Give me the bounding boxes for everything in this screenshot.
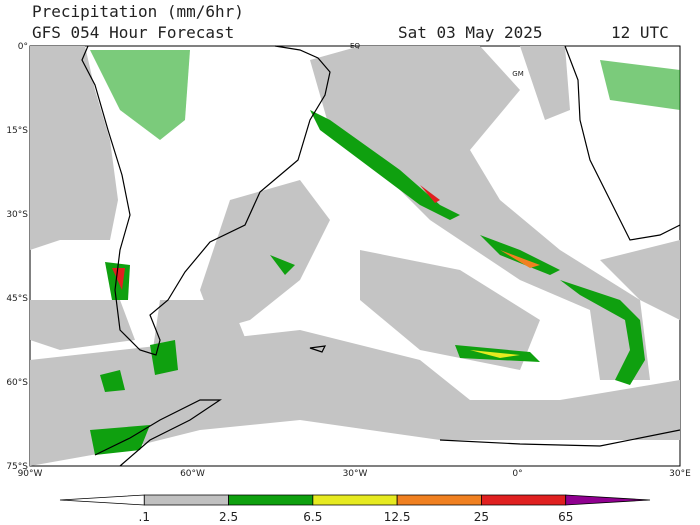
subtitle: GFS 054 Hour Forecast — [32, 23, 234, 42]
lat-label: 0° — [18, 42, 28, 52]
colorbar-segment — [481, 494, 567, 506]
colorbar-label: 65 — [558, 510, 573, 524]
lat-label: 60°S — [6, 378, 28, 388]
place-label: GM — [512, 70, 523, 78]
date: Sat 03 May 2025 — [398, 23, 543, 42]
colorbar-segment — [396, 494, 482, 506]
colorbar-label: 25 — [474, 510, 489, 524]
colorbar: .1 2.5 6.5 12.5 25 65 — [59, 494, 651, 524]
colorbar-segment — [59, 494, 145, 506]
colorbar-label: 12.5 — [384, 510, 411, 524]
lat-label: 45°S — [6, 294, 28, 304]
colorbar-segment — [143, 494, 229, 506]
time: 12 UTC — [611, 23, 669, 42]
lon-label: 30°E — [669, 469, 691, 479]
lon-label: 90°W — [18, 469, 43, 479]
colorbar-label: 6.5 — [303, 510, 322, 524]
lon-label: 0° — [512, 469, 522, 479]
colorbar-label: .1 — [139, 510, 150, 524]
lat-label: 15°S — [6, 126, 28, 136]
precip-heavy — [90, 50, 680, 455]
coastline — [81, 45, 681, 467]
colorbar-segment — [228, 494, 314, 506]
place-label: EQ — [350, 42, 360, 50]
lon-label: 30°W — [343, 469, 368, 479]
colorbar-segment — [312, 494, 398, 506]
colorbar-label: 2.5 — [219, 510, 238, 524]
map — [29, 45, 681, 467]
lat-label: 30°S — [6, 210, 28, 220]
title: Precipitation (mm/6hr) — [32, 2, 244, 21]
colorbar-segment — [565, 494, 651, 506]
lon-label: 60°W — [180, 469, 205, 479]
precip-light — [30, 46, 680, 466]
lat-label: 75°S — [6, 462, 28, 472]
